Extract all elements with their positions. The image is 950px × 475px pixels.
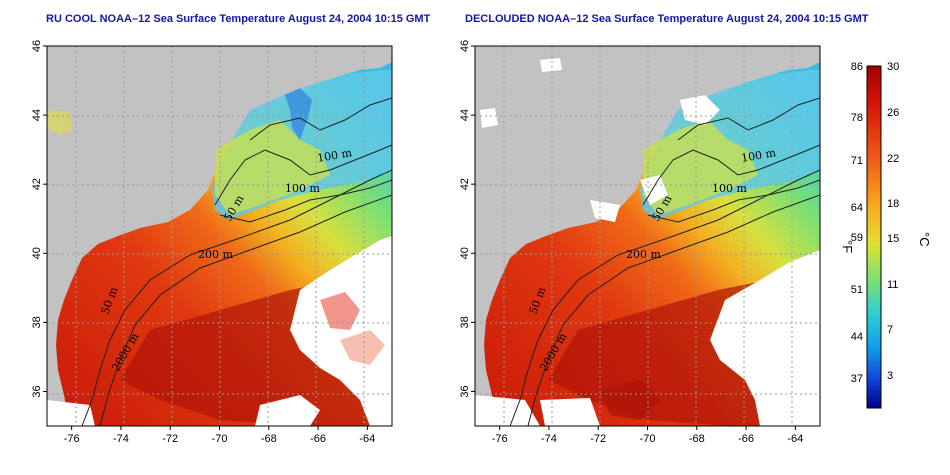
fahrenheit-tick-label: 64 (851, 202, 863, 214)
contour-label: 100 m (712, 182, 747, 195)
x-tick-label: -68 (261, 433, 277, 445)
celsius-tick-label: 30 (887, 61, 899, 73)
y-tick-label: 46 (31, 40, 43, 52)
contour-label: 200 m (626, 248, 661, 261)
y-tick-label: 42 (459, 178, 471, 190)
x-tick-label: -76 (64, 433, 80, 445)
x-tick-label: -76 (492, 433, 508, 445)
contour-label: 100 m (740, 146, 777, 165)
y-tick-label: 44 (31, 109, 43, 121)
contour-label: 100 m (285, 182, 320, 195)
y-tick-label: 46 (459, 40, 471, 52)
fahrenheit-tick-label: 44 (851, 331, 863, 343)
x-tick-label: -66 (738, 433, 754, 445)
contour-label: 200 m (198, 248, 233, 261)
colorbar-scale (866, 65, 882, 409)
y-tick-label: 42 (31, 178, 43, 190)
left-panel-title: RU COOL NOAA–12 Sea Surface Temperature … (46, 13, 431, 25)
axes: -76 -74 -72 -70 -68 -66 -64 36 38 40 42 44 46 -76 -74 -… (31, 40, 803, 445)
celsius-tick-label: 22 (887, 153, 899, 165)
x-tick-label: -72 (162, 433, 178, 445)
x-tick-label: -74 (113, 433, 129, 445)
right-sst-map (474, 45, 821, 427)
y-tick-label: 38 (31, 316, 43, 328)
left-sst-map (46, 45, 393, 427)
colorbar: 86 78 71 64 59 51 44 37 30 26 22 18 15 11 7 3 °F °C (840, 61, 932, 409)
y-tick-label: 38 (459, 316, 471, 328)
celsius-unit: °C (917, 232, 932, 247)
fahrenheit-tick-label: 37 (851, 373, 863, 385)
graticule (475, 46, 820, 426)
x-tick-label: -72 (590, 433, 606, 445)
celsius-tick-label: 3 (887, 370, 893, 382)
fahrenheit-tick-label: 71 (851, 155, 863, 167)
contour-label: 100 m (316, 146, 353, 165)
y-tick-label: 36 (31, 385, 43, 397)
cloud-area (290, 236, 392, 426)
y-tick-label: 36 (459, 385, 471, 397)
fahrenheit-tick-label: 78 (851, 112, 863, 124)
fahrenheit-unit: °F (840, 240, 855, 253)
land-area (47, 46, 392, 426)
y-tick-label: 44 (459, 109, 471, 121)
x-tick-label: -70 (640, 433, 656, 445)
x-tick-label: -68 (689, 433, 705, 445)
x-tick-label: -66 (310, 433, 326, 445)
celsius-tick-label: 7 (887, 324, 893, 336)
right-panel-title: DECLOUDED NOAA–12 Sea Surface Temperatur… (465, 13, 869, 25)
celsius-tick-label: 15 (887, 233, 899, 245)
x-tick-label: -70 (212, 433, 228, 445)
celsius-tick-label: 26 (887, 107, 899, 119)
fahrenheit-tick-label: 86 (851, 61, 863, 73)
land-area (475, 46, 820, 426)
bathymetry-contours (81, 97, 392, 426)
celsius-tick-label: 11 (887, 279, 898, 291)
y-tick-label: 40 (459, 247, 471, 259)
bathymetry-contours (509, 97, 820, 426)
x-tick-label: -74 (541, 433, 557, 445)
graticule (47, 46, 392, 426)
fahrenheit-tick-label: 59 (851, 232, 863, 244)
y-tick-label: 40 (31, 247, 43, 259)
x-tick-label: -64 (787, 433, 803, 445)
fahrenheit-tick-label: 51 (851, 284, 863, 296)
celsius-tick-label: 18 (887, 198, 899, 210)
x-tick-label: -64 (359, 433, 375, 445)
